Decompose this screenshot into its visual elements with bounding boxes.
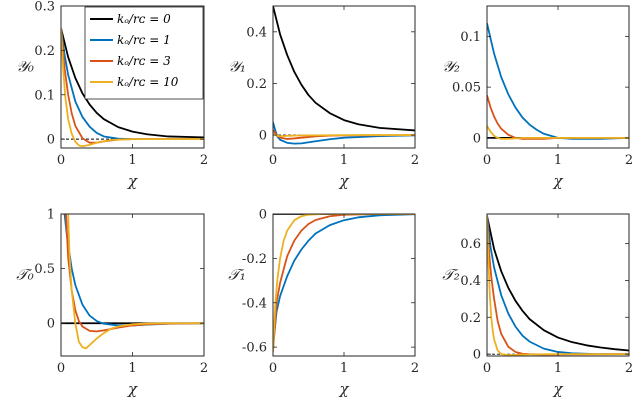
x-tick-label: 2 (200, 361, 208, 376)
x-tick-label: 0 (269, 361, 277, 376)
axes-frame (272, 213, 416, 357)
legend-label: kₒ/rᴄ = 3 (117, 54, 171, 68)
series-line-k10 (273, 132, 415, 138)
y-tick-label: 0.4 (246, 25, 267, 40)
y-axis-label: 𝒴₂ (442, 57, 460, 75)
legend-label: kₒ/rᴄ = 10 (117, 75, 179, 89)
x-axis-label: χ (552, 172, 563, 190)
x-tick-label: 1 (128, 153, 136, 168)
x-tick-label: 1 (128, 361, 136, 376)
x-axis-label: χ (338, 380, 349, 398)
x-axis-label: χ (338, 172, 349, 190)
y-axis-label: 𝒴₁ (228, 57, 246, 75)
series-line-k10 (61, 28, 204, 148)
y-tick-label: 0.3 (34, 0, 55, 15)
y-tick-label: 0 (473, 131, 481, 146)
y-tick-label: -0.6 (242, 341, 267, 356)
x-tick-label: 1 (340, 153, 348, 168)
y-tick-label: 0.2 (34, 44, 55, 59)
legend-box (84, 6, 204, 100)
y-axis-label: 𝒯₂ (442, 265, 460, 283)
x-tick-label: 0 (269, 153, 277, 168)
y-tick-label: 0 (473, 348, 481, 363)
x-tick-label: 2 (625, 361, 633, 376)
x-axis-label: χ (127, 172, 138, 190)
x-axis-label: χ (127, 380, 138, 398)
series-line-k1 (63, 214, 204, 327)
series-line-k0 (487, 215, 629, 352)
y-tick-label: 0.2 (246, 77, 267, 92)
series-line-k1 (487, 215, 629, 356)
series-line-k10 (67, 214, 204, 350)
y-axis-label: 𝒯₁ (228, 265, 246, 283)
y-tick-label: 0.05 (452, 81, 481, 96)
panel-6: 0 1 2 0 0.2 0.4 0.6 χ 𝒯₂ (442, 213, 633, 398)
series-line-k10 (487, 125, 629, 140)
y-axis-label: 𝒯₀ (16, 265, 34, 283)
y-tick-label: 0 (47, 133, 55, 148)
legend: kₒ/rᴄ = 0 kₒ/rᴄ = 1 kₒ/rᴄ = 3 kₒ/rᴄ = 10 (84, 6, 204, 100)
legend-label: kₒ/rᴄ = 0 (117, 12, 171, 26)
series-line-k3 (273, 214, 415, 352)
axes-frame (272, 5, 416, 149)
panel-3: 0 1 2 0 0.05 0.1 χ 𝒴₂ (442, 5, 633, 190)
y-tick-label: 0.4 (460, 274, 481, 289)
y-tick-label: 0.6 (460, 237, 481, 252)
y-tick-label: 1 (47, 208, 55, 223)
y-tick-label: -0.4 (242, 296, 267, 311)
x-axis-label: χ (552, 380, 563, 398)
x-tick-label: 1 (554, 361, 562, 376)
series-line-k1 (487, 23, 629, 140)
series-line-k3 (487, 215, 629, 356)
legend-label: kₒ/rᴄ = 1 (117, 33, 171, 47)
y-tick-label: 0.2 (460, 311, 481, 326)
series-line-k0 (273, 6, 415, 132)
panel-2: 0 1 2 0 0.2 0.4 χ 𝒴₁ (228, 5, 419, 190)
y-tick-label: 0 (47, 317, 55, 332)
x-tick-label: 2 (411, 361, 419, 376)
x-tick-label: 2 (625, 153, 633, 168)
panel-5: 0 1 2 -0.6 -0.4 -0.2 0 χ 𝒯₁ (228, 208, 419, 399)
axes-frame (486, 213, 630, 357)
series-line-k0 (61, 27, 204, 139)
series-line-k1 (273, 121, 415, 145)
series-line-k3 (65, 214, 204, 333)
y-tick-label: -0.2 (242, 252, 267, 267)
x-tick-label: 0 (483, 153, 491, 168)
y-tick-label: 0 (259, 208, 267, 223)
x-tick-label: 0 (483, 361, 491, 376)
y-tick-label: 0.5 (34, 262, 55, 277)
x-tick-label: 0 (57, 153, 65, 168)
x-tick-label: 1 (554, 153, 562, 168)
series-line-k10 (273, 214, 415, 352)
axes-frame (486, 5, 630, 149)
series-line-k10 (487, 215, 629, 356)
y-tick-label: 0.1 (460, 30, 481, 45)
x-tick-label: 1 (340, 361, 348, 376)
series-line-k1 (273, 214, 415, 348)
y-axis-label: 𝒴₀ (16, 57, 34, 75)
x-tick-label: 2 (200, 153, 208, 168)
y-tick-label: 0.1 (34, 88, 55, 103)
panel-4: 0 1 2 0 0.5 1 χ 𝒯₀ (16, 208, 208, 399)
y-tick-label: 0 (259, 129, 267, 144)
x-tick-label: 2 (411, 153, 419, 168)
axes-frame (60, 213, 205, 357)
series-line-k3 (487, 95, 629, 140)
x-tick-label: 0 (57, 361, 65, 376)
